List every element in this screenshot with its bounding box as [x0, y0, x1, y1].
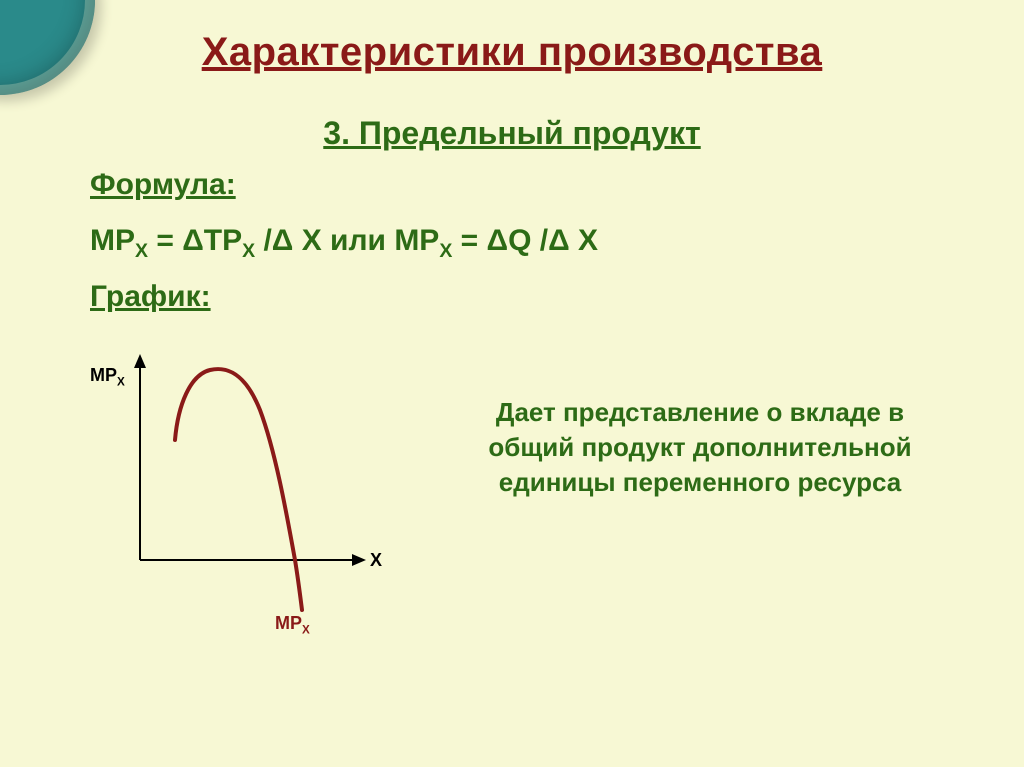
- y-axis-label: MPX: [90, 365, 125, 389]
- formula-label: Формула:: [90, 168, 236, 202]
- mp-curve: [175, 369, 302, 610]
- mp-chart: MPX X MPX: [80, 350, 380, 630]
- graph-label: График:: [90, 280, 211, 314]
- slide: Характеристики производства 3. Предельны…: [0, 0, 1024, 767]
- chart-svg: [80, 350, 380, 630]
- formula-text: MPX = ΔTPX /Δ X или MPX = ΔQ /Δ X: [90, 224, 598, 263]
- slide-title: Характеристики производства: [0, 30, 1024, 75]
- section-title: 3. Предельный продукт: [0, 115, 1024, 152]
- description-text: Дает представление о вкладе в общий прод…: [470, 395, 930, 500]
- x-axis-label: X: [370, 550, 382, 571]
- x-axis-arrow: [352, 554, 366, 566]
- curve-label: MPX: [275, 613, 310, 637]
- y-axis-arrow: [134, 354, 146, 368]
